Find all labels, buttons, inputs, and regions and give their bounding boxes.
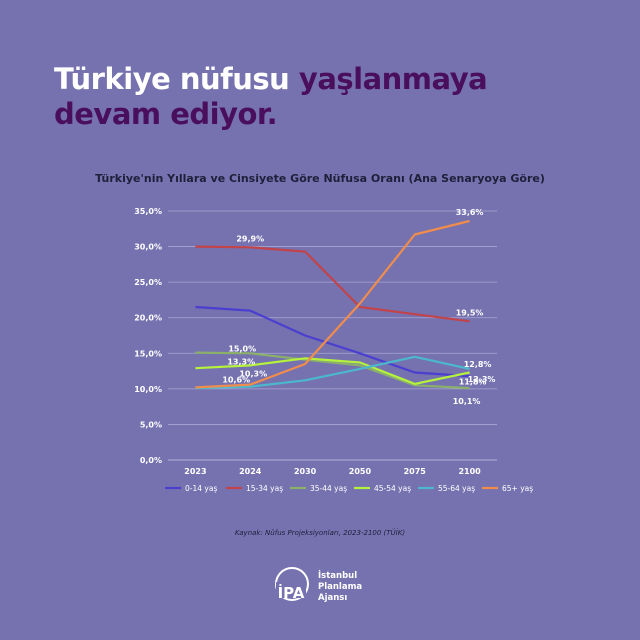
legend-label: 15-34 yaş — [246, 484, 283, 493]
y-tick-label: 0,0% — [140, 456, 162, 465]
y-tick-label: 20,0% — [134, 314, 162, 323]
logo-line-1: İstanbul — [318, 571, 358, 581]
headline-white: Türkiye nüfusu — [54, 62, 299, 96]
headline-line2: devam ediyor. — [54, 97, 278, 131]
series-line-45-54-ya- — [195, 357, 470, 385]
y-tick-label: 25,0% — [134, 278, 162, 287]
data-label: 11,8% — [459, 377, 487, 386]
data-label: 12,8% — [464, 360, 492, 369]
data-label: 15,0% — [228, 344, 256, 353]
data-label: 19,5% — [456, 308, 484, 317]
y-tick-label: 30,0% — [134, 243, 162, 252]
data-label: 10,1% — [453, 397, 481, 406]
logo-line-3: Ajansı — [318, 593, 348, 603]
x-tick-label: 2030 — [294, 467, 317, 476]
legend-label: 35-44 yaş — [310, 484, 347, 493]
data-label: 10,3% — [239, 370, 267, 379]
source-note: Kaynak: Nüfus Projeksiyonları, 2023-2100… — [234, 529, 406, 537]
chart-title: Türkiye'nin Yıllara ve Cinsiyete Göre Nü… — [95, 172, 545, 185]
series-line-35-44-ya- — [195, 351, 470, 390]
ipa-logo-icon: İPA — [275, 567, 309, 602]
data-label: 12,3% — [468, 375, 496, 384]
legend-label: 0-14 yaş — [185, 484, 217, 493]
series-line-15-34-ya- — [195, 245, 470, 323]
x-tick-label: 2075 — [404, 467, 427, 476]
logo-mark-text: İPA — [278, 583, 305, 602]
y-tick-label: 5,0% — [140, 420, 162, 429]
data-label: 10,6% — [222, 376, 250, 385]
series-line-65-ya- — [195, 219, 470, 389]
x-tick-label: 2050 — [349, 467, 372, 476]
y-tick-label: 15,0% — [134, 349, 162, 358]
y-tick-label: 10,0% — [134, 385, 162, 394]
x-tick-label: 2023 — [184, 467, 206, 476]
data-label: 29,9% — [236, 234, 264, 243]
data-label: 13,3% — [227, 357, 255, 366]
legend-label: 45-54 yaş — [374, 484, 411, 493]
legend-label: 65+ yaş — [502, 484, 533, 493]
ipa-logo: İPA İstanbul Planlama Ajansı — [268, 562, 388, 612]
x-tick-label: 2100 — [458, 467, 481, 476]
headline: Türkiye nüfusu yaşlanmaya devam ediyor. — [54, 62, 488, 132]
logo-line-2: Planlama — [318, 582, 363, 592]
data-label: 33,6% — [456, 208, 484, 217]
series-line-55-64-ya- — [195, 355, 470, 390]
x-tick-label: 2024 — [239, 467, 262, 476]
series-line-0-14-ya- — [195, 305, 470, 378]
legend-label: 55-64 yaş — [438, 484, 475, 493]
logo-text: İstanbul Planlama Ajansı — [318, 571, 362, 604]
y-tick-label: 35,0% — [134, 207, 162, 216]
headline-purple: yaşlanmaya — [298, 62, 488, 96]
